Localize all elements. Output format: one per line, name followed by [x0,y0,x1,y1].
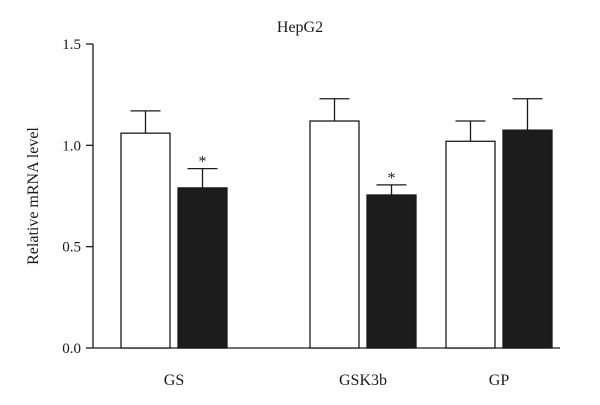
bar-open [309,120,360,349]
x-tick-label: GP [489,372,510,389]
y-tick-label: 1.0 [62,138,81,154]
bar-open [445,140,496,349]
plot-area: 0.0 0.5 1.0 1.5 * GS * GSK3b GP [62,37,560,389]
y-tick-label: 0.5 [62,240,81,256]
bar-filled [366,194,417,349]
x-tick-label: GS [164,372,184,389]
bar-open [120,132,171,349]
significance-marker: * [199,154,207,171]
significance-marker: * [388,170,396,187]
y-axis-label: Relative mRNA level [25,127,42,265]
bar-filled [177,187,228,349]
bar-filled [502,129,553,349]
chart-title: HepG2 [277,19,323,36]
y-tick-label: 1.5 [62,37,81,53]
y-tick-label: 0.0 [62,341,81,357]
x-tick-label: GSK3b [339,372,387,389]
